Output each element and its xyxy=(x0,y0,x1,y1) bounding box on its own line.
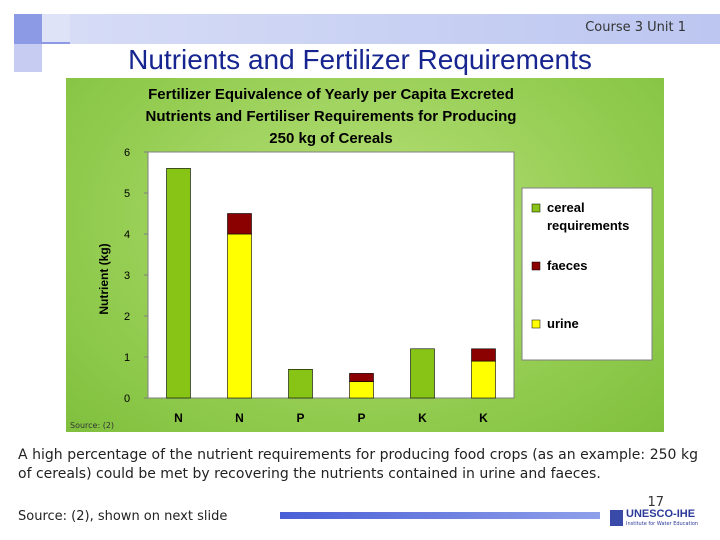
unesco-ihe-logo: UNESCO-IHE Institute for Water Education xyxy=(610,504,710,534)
nutrient-chart: Fertilizer Equivalence of Yearly per Cap… xyxy=(97,86,653,425)
footer-bar xyxy=(280,512,600,519)
chart-panel: Fertilizer Equivalence of Yearly per Cap… xyxy=(66,78,664,432)
legend-box xyxy=(521,187,653,361)
bar-faeces xyxy=(471,348,496,362)
header-bar xyxy=(70,14,720,44)
chart-source-note: Source: (2) xyxy=(70,421,115,430)
y-tick-label: 2 xyxy=(124,311,130,323)
temple-icon xyxy=(610,510,623,526)
y-tick-label: 4 xyxy=(124,229,130,241)
slide-title: Nutrients and Fertilizer Requirements xyxy=(128,44,592,75)
x-tick-label: K xyxy=(479,411,488,425)
y-tick-label: 3 xyxy=(124,270,130,282)
plot-area xyxy=(147,151,515,399)
x-tick-label: N xyxy=(174,411,183,425)
legend-label: requirements xyxy=(547,218,629,233)
bar-cereal-requirements xyxy=(166,168,191,399)
course-label: Course 3 Unit 1 xyxy=(585,20,686,35)
y-tick-label: 5 xyxy=(124,188,130,200)
legend-label: urine xyxy=(547,316,579,331)
legend-label: faeces xyxy=(547,258,587,273)
y-tick-label: 1 xyxy=(124,352,130,364)
chart-title-line: Fertilizer Equivalence of Yearly per Cap… xyxy=(148,86,514,103)
x-tick-label: P xyxy=(357,411,365,425)
source-line: Source: (2), shown on next slide xyxy=(18,509,228,524)
legend-label: cereal xyxy=(547,200,585,215)
bar-faeces xyxy=(349,373,374,382)
y-axis-label: Nutrient (kg) xyxy=(97,243,111,314)
bar-urine xyxy=(349,381,374,399)
logo-subtitle: Institute for Water Education xyxy=(626,521,699,527)
decor-square xyxy=(42,14,70,42)
decor-square xyxy=(14,44,42,72)
bar-cereal-requirements xyxy=(288,368,313,399)
legend-swatch xyxy=(531,319,541,329)
x-tick-label: K xyxy=(418,411,427,425)
y-tick-label: 0 xyxy=(124,393,130,405)
x-tick-label: N xyxy=(235,411,244,425)
bar-faeces xyxy=(227,213,252,235)
y-tick-label: 6 xyxy=(124,147,130,159)
bar-urine xyxy=(471,360,496,399)
logo-name: UNESCO-IHE xyxy=(626,508,696,520)
legend-swatch xyxy=(531,261,541,271)
x-tick-label: P xyxy=(296,411,304,425)
legend-swatch xyxy=(531,203,541,213)
body-paragraph: A high percentage of the nutrient requir… xyxy=(18,447,698,482)
bar-urine xyxy=(227,233,252,399)
bar-cereal-requirements xyxy=(410,348,435,399)
page-number: 17 xyxy=(647,495,664,510)
chart-title-line: 250 kg of Cereals xyxy=(269,130,392,147)
chart-title-line: Nutrients and Fertiliser Requirements fo… xyxy=(146,108,517,125)
